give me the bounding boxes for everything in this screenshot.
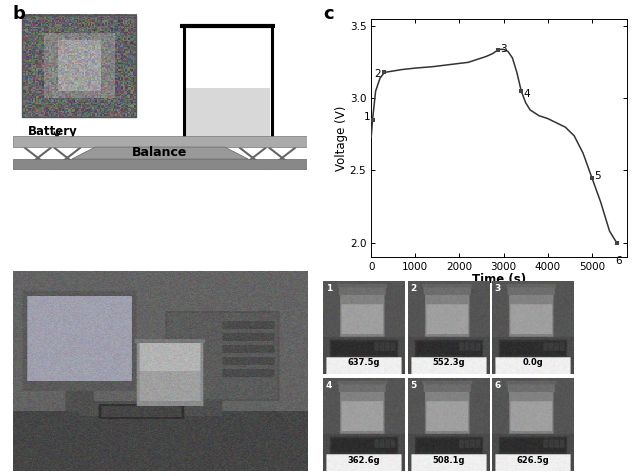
Text: 626.5g: 626.5g: [516, 456, 549, 465]
Text: b: b: [13, 5, 26, 23]
Text: 6: 6: [495, 381, 501, 390]
Text: 0.0g: 0.0g: [522, 358, 543, 367]
Text: 552.3g: 552.3g: [432, 358, 465, 367]
Text: 1: 1: [326, 284, 332, 293]
Bar: [186, 89, 269, 140]
Text: 6: 6: [615, 257, 622, 267]
Text: 5: 5: [410, 381, 417, 390]
Text: 508.1g: 508.1g: [432, 456, 465, 465]
Text: Battery: Battery: [28, 125, 77, 138]
Text: 3: 3: [495, 284, 501, 293]
Bar: [13, 136, 307, 147]
Bar: [22, 15, 136, 118]
Text: 4: 4: [524, 89, 531, 99]
Text: 4: 4: [326, 381, 332, 390]
Text: 2: 2: [375, 69, 381, 79]
Polygon shape: [72, 147, 248, 159]
Text: 637.5g: 637.5g: [348, 358, 380, 367]
Y-axis label: Voltage (V): Voltage (V): [335, 105, 348, 171]
Text: c: c: [323, 5, 334, 23]
Text: 3: 3: [500, 44, 507, 54]
Text: 2: 2: [410, 284, 417, 293]
Text: 1: 1: [364, 112, 371, 122]
X-axis label: Time (s): Time (s): [472, 273, 526, 286]
Text: 362.6g: 362.6g: [348, 456, 380, 465]
Bar: [13, 159, 307, 169]
Text: 5: 5: [595, 171, 601, 181]
Text: Balance: Balance: [132, 147, 188, 159]
